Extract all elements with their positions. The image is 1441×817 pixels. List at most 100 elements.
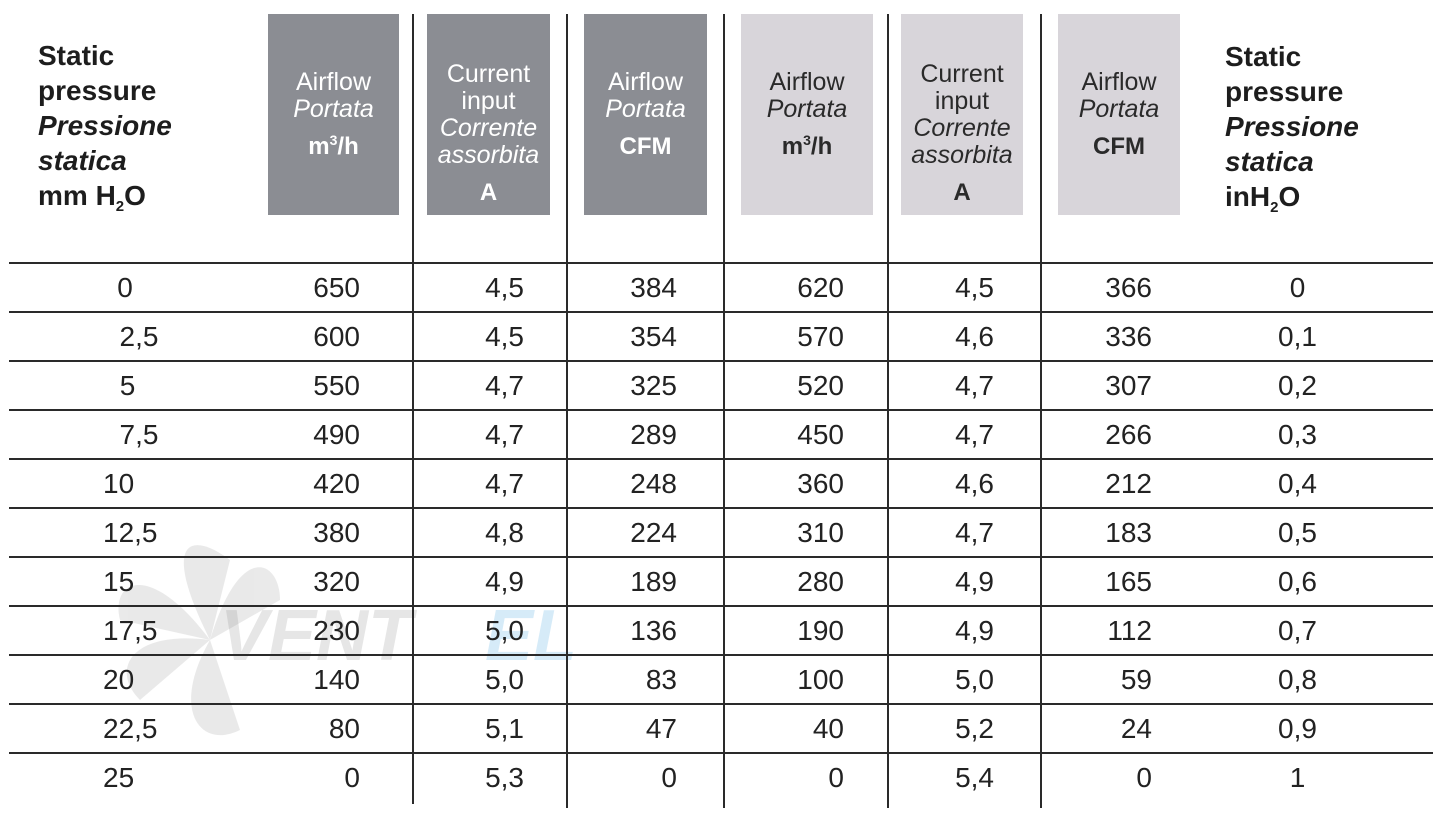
table-cell: 4,7 <box>485 468 524 499</box>
table-cell: 140 <box>313 664 360 695</box>
table-cell: 5,0 <box>485 664 524 695</box>
header-text: Airflow <box>1081 68 1157 96</box>
table-row: 15 320 4,9 189 280 4,9 165 0,6 <box>0 557 1441 606</box>
table-cell: 366 <box>1105 272 1152 303</box>
table-cell: 47 <box>645 713 677 744</box>
table-cell: 0,3 <box>1278 419 1317 450</box>
table-cell: 4,9 <box>955 566 994 597</box>
table-cell: 10 <box>103 468 135 499</box>
row-divider <box>9 507 1433 509</box>
table-cell: 289 <box>630 419 677 450</box>
header-text: Corrente <box>913 114 1011 142</box>
table-cell: 354 <box>630 321 677 352</box>
column-divider <box>887 14 889 808</box>
unit-m3h: m3/h <box>782 133 832 160</box>
table-cell: 450 <box>797 419 844 450</box>
table-cell: 25 <box>103 762 135 793</box>
table-cell: 15 <box>103 566 135 597</box>
header-text: Portata <box>1078 95 1160 123</box>
table-cell: 4,9 <box>955 615 994 646</box>
row-divider <box>9 262 1433 264</box>
table-cell: 4,7 <box>485 419 524 450</box>
watermark-text-accent: EL <box>485 596 577 676</box>
unit-mm-h2o: mm H2O <box>38 178 172 214</box>
table-cell: 212 <box>1105 468 1152 499</box>
table-cell: 0,6 <box>1278 566 1317 597</box>
table-cell: 4,8 <box>485 517 524 548</box>
table-cell: 266 <box>1105 419 1152 450</box>
header-text: Airflow <box>769 68 845 96</box>
table-row: 25 0 5,3 0 0 5,4 0 1 <box>0 753 1441 802</box>
unit-sup: 3 <box>803 132 811 148</box>
table-cell: 360 <box>797 468 844 499</box>
table-cell: 550 <box>313 370 360 401</box>
header-text: Portata <box>293 95 374 123</box>
table-cell: 384 <box>630 272 677 303</box>
table-cell: 80 <box>328 713 360 744</box>
unit-cfm: CFM <box>1093 133 1145 160</box>
header-text: input <box>461 87 516 115</box>
airflow-m3h-header-1: Airflow Portata m3/h <box>268 14 399 215</box>
table-cell: 5,3 <box>485 762 524 793</box>
current-input-header-2: Current input Corrente assorbita A <box>901 14 1023 215</box>
table-cell: 0,8 <box>1278 664 1317 695</box>
airflow-cfm-header-2: Airflow Portata CFM <box>1058 14 1180 215</box>
table-cell: 5,4 <box>955 762 994 793</box>
unit-sub: 2 <box>1270 199 1279 216</box>
static-pressure-inh2o-header: Static pressure Pressione statica inH2O <box>1225 39 1359 216</box>
header-text: Pressione <box>38 110 172 141</box>
header-text: Airflow <box>607 68 683 96</box>
table-cell: 0 <box>1136 762 1152 793</box>
header-text: Static <box>1225 41 1302 72</box>
table-cell: 24 <box>1120 713 1152 744</box>
current-input-header-1: Current input Corrente assorbita A <box>427 14 550 215</box>
table-cell: 59 <box>1120 664 1152 695</box>
table-cell: 112 <box>1107 615 1152 646</box>
table-cell: 650 <box>313 272 360 303</box>
unit-part: mm H <box>38 180 116 211</box>
header-text: Current <box>446 60 531 88</box>
table-cell: 0,9 <box>1278 713 1317 744</box>
header-text: Portata <box>605 95 686 123</box>
table-cell: 310 <box>797 517 844 548</box>
table-row: 5 550 4,7 325 520 4,7 307 0,2 <box>0 361 1441 410</box>
ventel-watermark: VENT EL <box>118 545 577 736</box>
table-cell: 12,5 <box>103 517 158 548</box>
table-cell: 183 <box>1105 517 1152 548</box>
table-cell: 600 <box>313 321 360 352</box>
table-cell: 0 <box>661 762 677 793</box>
unit-cfm: CFM <box>619 133 672 160</box>
table-cell: 0 <box>344 762 360 793</box>
table-cell: 4,5 <box>485 272 524 303</box>
table-cell: 4,6 <box>955 468 994 499</box>
table-cell: 380 <box>313 517 360 548</box>
table-cell: 22,5 <box>103 713 158 744</box>
unit-m3h: m3/h <box>308 133 358 160</box>
table-cell: 0,2 <box>1278 370 1317 401</box>
table-cell: 320 <box>313 566 360 597</box>
row-divider <box>9 605 1433 607</box>
table-cell: 83 <box>645 664 677 695</box>
table-cell: 1 <box>1289 762 1306 793</box>
unit-part: O <box>124 180 146 211</box>
row-divider <box>9 654 1433 656</box>
table-cell: 5 <box>119 370 136 401</box>
column-divider <box>723 14 725 808</box>
row-divider <box>9 458 1433 460</box>
table-cell: 336 <box>1105 321 1152 352</box>
airflow-cfm-header-1: Airflow Portata CFM <box>584 14 707 215</box>
table-cell: 4,7 <box>485 370 524 401</box>
unit-part: m <box>781 133 804 160</box>
table-cell: 0 <box>828 762 844 793</box>
unit-a: A <box>479 179 498 206</box>
table-cell: 5,0 <box>955 664 994 695</box>
row-divider <box>9 360 1433 362</box>
table-cell: 325 <box>630 370 677 401</box>
table-row: 0 650 4,5 384 620 4,5 366 0 <box>0 263 1441 312</box>
table-cell: 4,5 <box>955 272 994 303</box>
header-text: Portata <box>766 95 848 123</box>
fan-icon <box>118 545 280 736</box>
table-cell: 0 <box>117 272 133 303</box>
header-text: Airflow <box>295 68 371 96</box>
header-text: assorbita <box>911 141 1013 169</box>
